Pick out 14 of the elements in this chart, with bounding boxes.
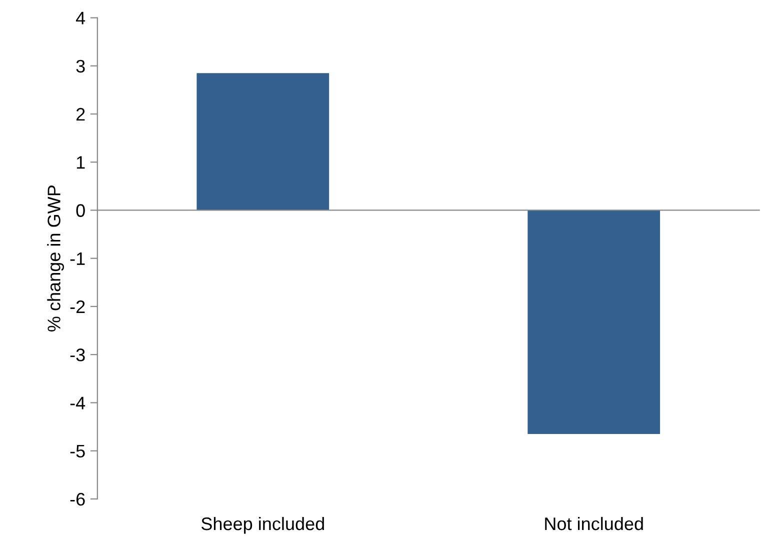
x-tick-label: Not included [545, 516, 643, 530]
y-tick-label: -2 [70, 300, 85, 314]
y-tick-label: -6 [70, 492, 85, 506]
y-tick-label: 1 [76, 156, 85, 169]
y-tick-label: 2 [76, 108, 85, 121]
y-tick-label: -1 [70, 252, 85, 265]
y-tick-label: 3 [76, 60, 85, 73]
y-tick-label: -3 [70, 348, 85, 362]
y-tick-label: -5 [70, 444, 85, 458]
y-tick-label: 4 [76, 12, 86, 24]
y-tick-label: -4 [70, 396, 86, 410]
y-axis-title: % change in GWP [47, 186, 64, 332]
x-tick-label: Sheep included [201, 516, 324, 534]
y-tick-label: 0 [76, 204, 85, 217]
